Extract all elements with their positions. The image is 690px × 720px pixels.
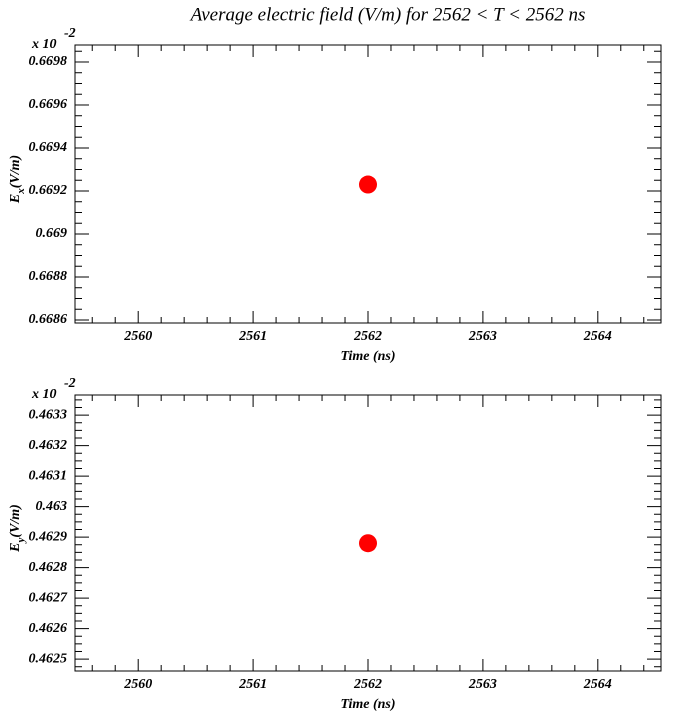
x-tick-label: 2562 — [353, 677, 382, 692]
axis-exponent: -2 — [64, 376, 76, 391]
x-axis-label: Time (ns) — [340, 697, 395, 712]
y-tick-label: 0.4625 — [29, 651, 68, 666]
x-tick-label: 2560 — [123, 677, 152, 692]
chart-title: Average electric field (V/m) for 2562 < … — [189, 4, 586, 25]
axis-exponent: -2 — [64, 26, 76, 41]
y-tick-label: 0.6694 — [29, 140, 68, 155]
y-axis-label: Ex(V/m) — [8, 155, 26, 204]
y-label-unit: (V/m) — [8, 504, 23, 537]
y-label-sub: x — [15, 188, 27, 195]
x-tick-label: 2563 — [468, 329, 497, 344]
y-label-unit: (V/m) — [8, 155, 23, 188]
axis-multiplier: x 10 — [31, 387, 57, 402]
plot-frame — [74, 394, 662, 672]
y-tick-label: 0.4631 — [29, 468, 68, 483]
y-tick-label: 0.6692 — [29, 183, 68, 198]
y-tick-label: 0.6696 — [29, 97, 68, 112]
y-label-main: E — [8, 194, 23, 204]
y-tick-label: 0.6688 — [29, 269, 68, 284]
x-axis-label: Time (ns) — [340, 349, 395, 364]
y-axis-label: Ey(V/m) — [8, 504, 26, 553]
x-tick-label: 2563 — [468, 677, 497, 692]
data-point — [359, 534, 377, 553]
x-tick-label: 2560 — [123, 329, 152, 344]
y-tick-label: 0.6698 — [29, 54, 68, 69]
x-tick-label: 2561 — [238, 329, 267, 344]
data-point — [359, 175, 377, 194]
y-tick-label: 0.6686 — [29, 312, 68, 327]
x-tick-label: 2562 — [353, 329, 382, 344]
y-label-main: E — [8, 543, 23, 553]
axis-multiplier: x 10 — [31, 37, 57, 52]
x-tick-label: 2564 — [583, 677, 612, 692]
y-tick-label: 0.4633 — [29, 407, 68, 422]
y-tick-label: 0.463 — [36, 499, 68, 514]
y-tick-label: 0.4629 — [29, 529, 68, 544]
x-tick-label: 2561 — [238, 677, 267, 692]
y-tick-label: 0.4626 — [29, 621, 68, 636]
y-label-sub: y — [15, 538, 27, 545]
y-tick-label: 0.4627 — [29, 590, 69, 605]
y-tick-label: 0.4632 — [29, 438, 68, 453]
y-tick-label: 0.4628 — [29, 560, 68, 575]
y-tick-label: 0.669 — [36, 226, 68, 241]
x-tick-label: 2564 — [583, 329, 612, 344]
